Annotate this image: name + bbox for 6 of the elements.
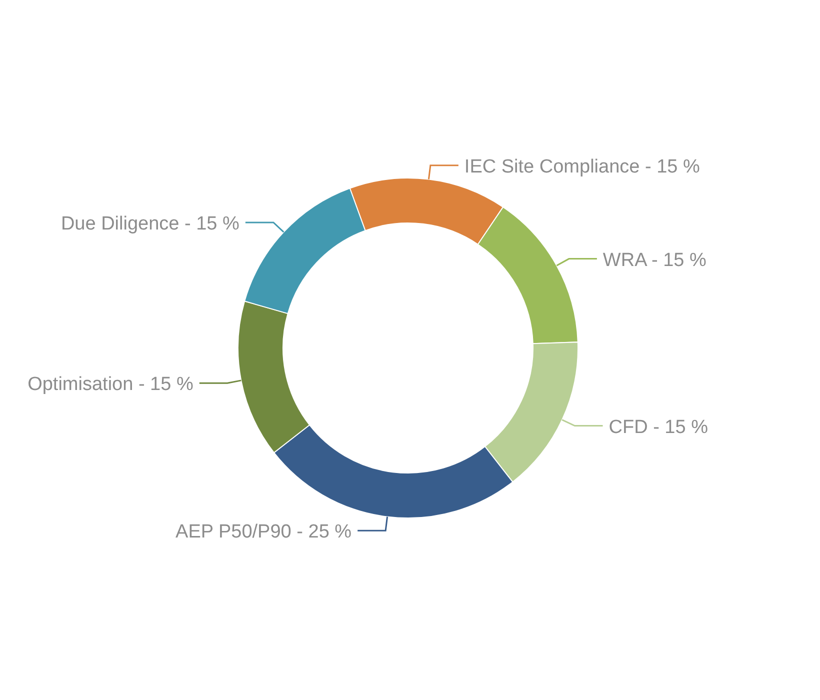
slice-label: AEP P50/P90 - 25 % (176, 522, 352, 543)
slice-label: Optimisation - 15 % (28, 374, 194, 396)
slice-label: IEC Site Compliance - 15 % (464, 156, 700, 178)
slice-label: Due Diligence - 15 % (60, 214, 240, 235)
slice-label: WRA - 15 % (602, 250, 707, 271)
slice-label: CFD - 15 % (608, 416, 708, 438)
